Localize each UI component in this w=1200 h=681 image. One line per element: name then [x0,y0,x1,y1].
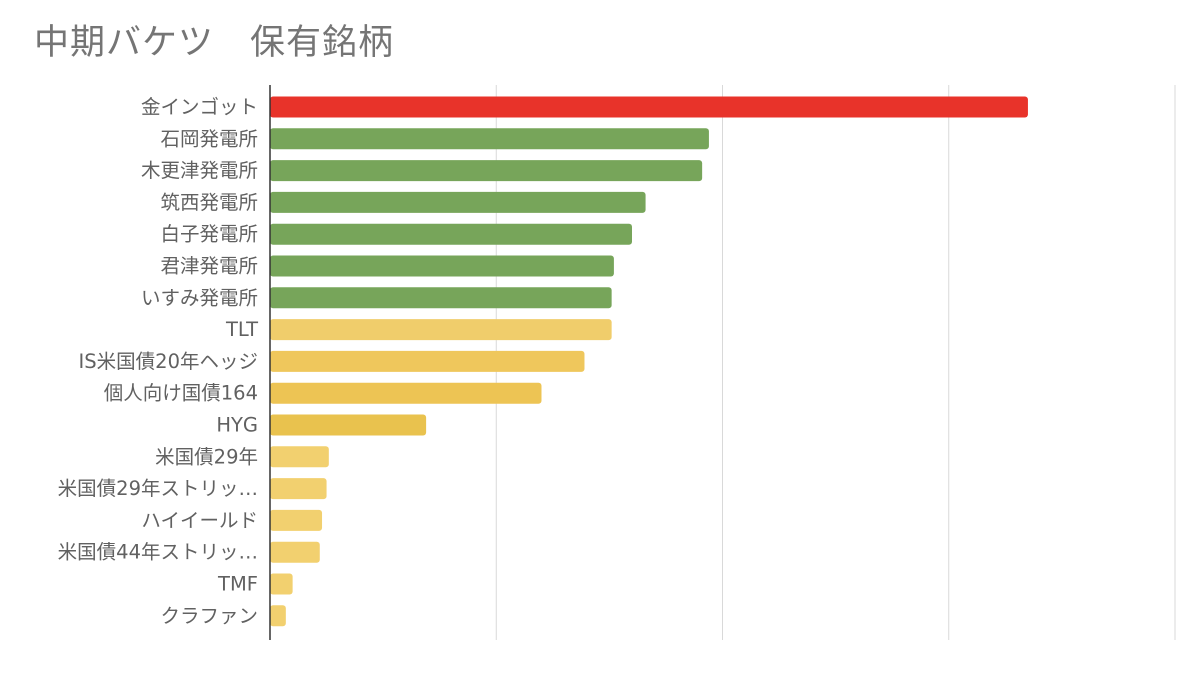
bar-5 [270,223,632,245]
category-label-11: HYG [216,414,258,437]
bar-8 [270,319,612,341]
category-label-6: 君津発電所 [160,255,258,278]
bar-6 [270,255,614,277]
bar-10 [270,382,542,404]
bar-7 [270,287,612,309]
bar-9 [270,350,585,372]
category-label-3: 木更津発電所 [141,159,258,182]
category-label-17: クラファン [160,604,258,627]
bar-12 [270,446,329,468]
bar-13 [270,478,327,500]
category-label-16: TMF [217,573,258,596]
bar-15 [270,541,320,563]
bars [270,96,1028,627]
category-label-13: 米国債29年ストリッ… [58,477,258,500]
bar-4 [270,191,646,213]
bar-1 [270,96,1028,118]
category-label-4: 筑西発電所 [160,191,258,214]
bar-11 [270,414,427,436]
category-label-1: 金インゴット [141,96,258,119]
bar-3 [270,160,703,182]
category-label-5: 白子発電所 [160,223,258,246]
category-label-12: 米国債29年 [155,445,258,468]
category-label-8: TLT [225,318,258,341]
bar-16 [270,573,293,595]
category-label-2: 石岡発電所 [160,127,258,150]
chart-title: 中期バケツ 保有銘柄 [34,23,395,63]
bar-14 [270,509,323,531]
category-label-14: ハイイールド [141,509,258,532]
bar-17 [270,605,286,627]
bar-2 [270,128,709,150]
category-label-15: 米国債44年ストリッ… [58,541,258,564]
category-label-9: IS米国債20年ヘッジ [79,350,258,373]
category-label-10: 個人向け国債164 [104,382,258,405]
category-label-7: いすみ発電所 [141,286,258,309]
